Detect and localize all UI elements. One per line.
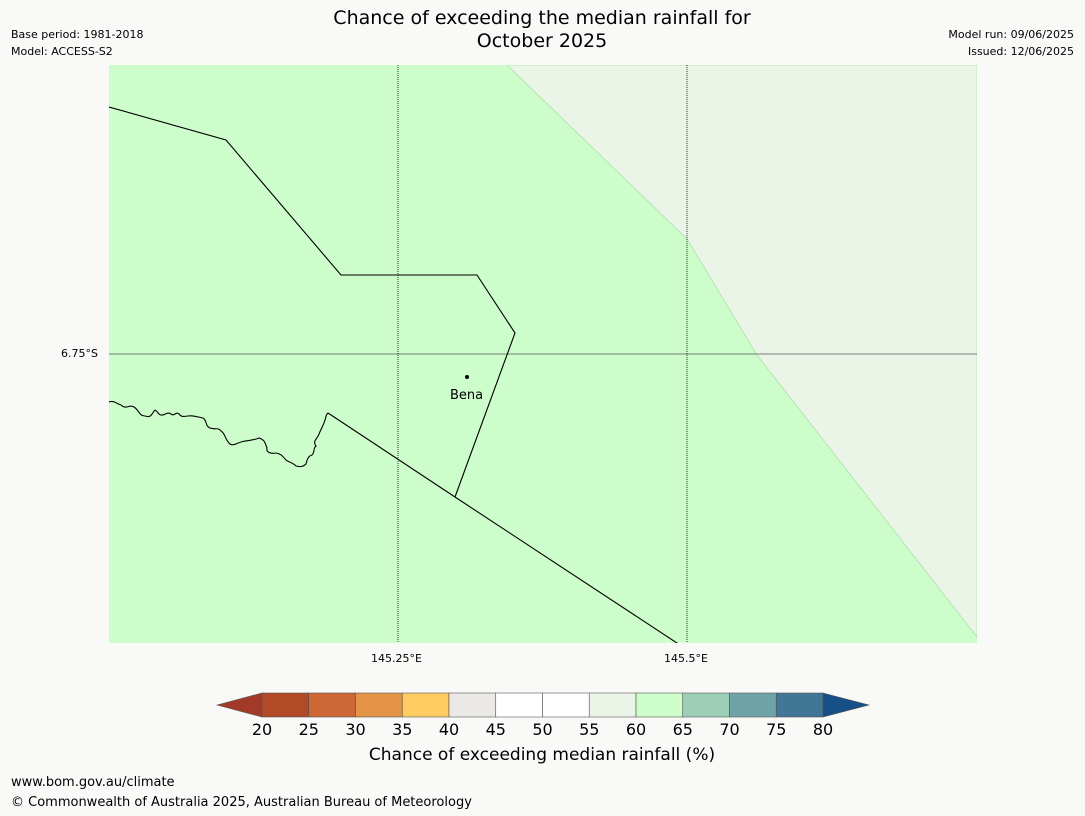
boundary-line-north [109, 106, 516, 498]
colorbar-segment [729, 692, 777, 718]
model-run-text: Model run: 09/06/2025 [948, 28, 1074, 41]
place-marker [465, 375, 469, 379]
colorbar-segment [448, 692, 497, 718]
colorbar-tick-label: 75 [766, 720, 787, 739]
colorbar-segment [495, 692, 543, 718]
colorbar-extend-high [822, 692, 871, 718]
colorbar-tick-label: 65 [672, 720, 693, 739]
colorbar-tick-label: 80 [812, 720, 834, 739]
colorbar-extend-low [215, 692, 263, 718]
colorbar-tick-label: 30 [345, 720, 366, 739]
place-label: Bena [450, 388, 484, 403]
colorbar-segment [635, 692, 684, 718]
issued-text: Issued: 12/06/2025 [967, 45, 1074, 58]
river-line [109, 400, 329, 468]
base-period-text: Base period: 1981-2018 [11, 28, 144, 41]
probability-band-55-60 [506, 65, 977, 638]
colorbar-tick-label: 20 [251, 720, 273, 739]
footer-copyright: © Commonwealth of Australia 2025, Austra… [11, 795, 472, 810]
colorbar-tick-label: 40 [438, 720, 460, 739]
colorbar-segment [401, 692, 450, 718]
run-info: Model run: 09/06/2025 Issued: 12/06/2025 [948, 26, 1074, 60]
longitude-label-1: 145.25°E [371, 652, 422, 665]
colorbar-segment [355, 692, 403, 718]
title-line-2: October 2025 [476, 30, 608, 52]
colorbar-label: Chance of exceeding median rainfall (%) [368, 745, 716, 765]
colorbar-segment [588, 692, 637, 718]
colorbar-tick-label: 25 [298, 720, 319, 739]
map-title: Chance of exceeding the median rainfall … [242, 7, 842, 53]
colorbar-segment [775, 692, 824, 718]
colorbar-tick-label: 45 [485, 720, 506, 739]
colorbar-tick-label: 70 [719, 720, 740, 739]
colorbar-tick-label: 60 [625, 720, 647, 739]
longitude-label-2: 145.5°E [664, 652, 708, 665]
colorbar-segment [682, 692, 730, 718]
colorbar-tick-label: 35 [392, 720, 413, 739]
boundary-line-south [327, 412, 678, 643]
colorbar-tick-label: 50 [532, 720, 553, 739]
latitude-label: 6.75°S [61, 347, 98, 360]
colorbar-segment [542, 692, 590, 718]
title-line-1: Chance of exceeding the median rainfall … [333, 7, 751, 29]
model-text: Model: ACCESS-S2 [11, 45, 113, 58]
colorbar-segment [261, 692, 310, 718]
footer-url[interactable]: www.bom.gov.au/climate [11, 775, 175, 790]
model-info: Base period: 1981-2018 Model: ACCESS-S2 [11, 26, 143, 60]
colorbar-segment [308, 692, 356, 718]
colorbar-tick-label: 55 [579, 720, 600, 739]
